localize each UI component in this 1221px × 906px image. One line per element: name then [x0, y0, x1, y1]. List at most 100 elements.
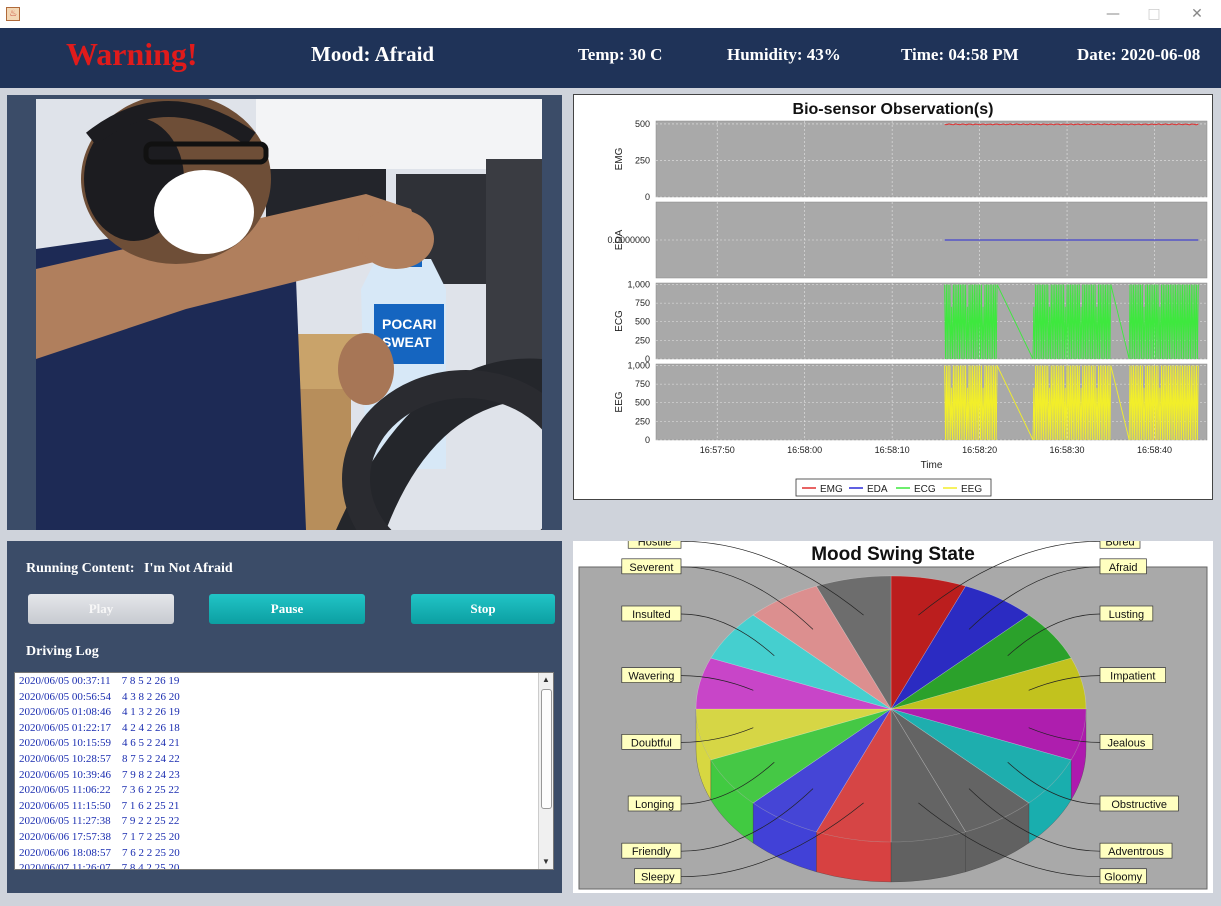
log-row[interactable]: 2020/06/05 11:27:38 7 9 2 2 25 22	[19, 815, 180, 828]
pie-leader-line	[918, 802, 1101, 878]
y-tick-label: 0	[645, 435, 650, 445]
pie-label-box	[1099, 842, 1173, 859]
pie-title: Mood Swing State	[811, 544, 975, 565]
y-tick-label: 0	[645, 354, 650, 364]
bottle-text-2: SWEAT	[382, 334, 432, 350]
pie-label-friendly: Friendly	[632, 846, 672, 858]
pie-leader-line	[918, 540, 1101, 616]
scroll-up-icon[interactable]: ▲	[542, 675, 550, 684]
y-tick-label: 500	[635, 119, 650, 129]
pie-slice-doubtful	[695, 708, 892, 761]
stop-button[interactable]: Stop	[411, 594, 555, 624]
legend-box	[795, 478, 992, 497]
y-axis-label-ecg: ECG	[614, 310, 625, 332]
date-text: Date: 2020-06-08	[1077, 45, 1201, 64]
pie-slice-hostile	[815, 575, 892, 711]
y-tick-label: 0.0000000	[607, 235, 650, 245]
y-tick-label: 0	[645, 192, 650, 202]
play-button[interactable]: Play	[28, 594, 174, 624]
log-row[interactable]: 2020/06/05 10:28:57 8 7 5 2 24 22	[19, 752, 180, 765]
y-tick-label: 250	[635, 416, 650, 426]
pie-label-box	[621, 558, 682, 575]
pie-label-box	[1099, 868, 1147, 885]
driving-log-list[interactable]: 2020/06/05 00:37:11 7 8 5 2 26 19 2020/06…	[14, 672, 554, 870]
legend-label-eeg: EEG	[961, 484, 982, 495]
pie-slice-insulted	[710, 614, 892, 710]
log-row[interactable]: 2020/06/05 01:08:46 4 1 3 2 26 19	[19, 706, 180, 719]
y-tick-label: 1,000	[627, 360, 650, 370]
pie-sides	[695, 708, 1087, 883]
subplot-eeg-area	[655, 363, 1208, 441]
close-button[interactable]: ✕	[1191, 6, 1203, 22]
pie-label-box	[1099, 667, 1166, 683]
y-axis-label-eda: EDA	[614, 229, 625, 250]
log-row[interactable]: 2020/06/07 11:26:07 7 8 4 2 25 20	[19, 862, 180, 870]
pie-label-sleepy: Sleepy	[641, 872, 675, 884]
pie-label-obstructive: Obstructive	[1111, 799, 1167, 811]
y-axis-label-eeg: EEG	[614, 391, 625, 412]
log-row[interactable]: 2020/06/05 10:39:46 7 9 8 2 24 23	[19, 768, 180, 781]
pie-leader-line	[680, 613, 775, 657]
pie-label-box	[621, 605, 682, 622]
mood-chart-panel: Mood Swing State Bored Afraid Lusting Impati…	[573, 532, 1213, 893]
pie-label-box	[621, 667, 682, 683]
mood-pie-chart: Mood Swing State Bored Afraid Lusting Impati…	[578, 532, 1208, 890]
y-tick-label: 750	[635, 379, 650, 389]
pie-label-impatient: Impatient	[1110, 671, 1155, 683]
pie-leader-line	[968, 566, 1101, 630]
minimize-button[interactable]: —	[1106, 6, 1120, 22]
x-tick-label: 16:58:40	[1137, 445, 1172, 455]
log-row[interactable]: 2020/06/06 17:57:38 7 1 7 2 25 20	[19, 830, 180, 843]
bottle-text-1: POCARI	[382, 316, 436, 332]
pie-leader-line	[968, 788, 1101, 852]
warning-text: Warning!	[66, 36, 198, 72]
log-row[interactable]: 2020/06/05 00:56:54 4 3 8 2 26 20	[19, 690, 180, 703]
maximize-button[interactable]: □	[1147, 6, 1161, 22]
pause-button[interactable]: Pause	[209, 594, 365, 624]
pie-top	[695, 575, 1087, 843]
humidity-text: Humidity: 43%	[727, 45, 841, 64]
webcam-feed: POCARI SWEAT	[36, 99, 542, 530]
java-app-icon: ♨	[6, 7, 20, 21]
pie-slice-adventrous	[890, 708, 1030, 833]
pie-leader-line	[680, 788, 814, 852]
y-tick-label: 250	[635, 335, 650, 345]
pie-leader-line	[680, 675, 754, 691]
time-text: Time: 04:58 PM	[901, 45, 1019, 64]
running-content-value: I'm Not Afraid	[144, 561, 233, 576]
log-row[interactable]: 2020/06/06 18:08:57 7 6 2 2 25 20	[19, 846, 180, 859]
log-rows: 2020/06/05 00:37:11 7 8 5 2 26 19 2020/06…	[15, 673, 553, 870]
log-scrollbar[interactable]: ▲ ▼	[538, 673, 553, 869]
pie-label-box	[621, 842, 682, 859]
pie-label-severent: Severent	[629, 562, 673, 574]
log-row[interactable]: 2020/06/05 11:06:22 7 3 6 2 25 22	[19, 784, 180, 797]
pie-leader-line	[1007, 761, 1101, 805]
pie-label-hostile: Hostile	[638, 541, 672, 548]
log-row[interactable]: 2020/06/05 11:15:50 7 1 6 2 25 21	[19, 799, 180, 812]
log-row[interactable]: 2020/06/05 00:37:11 7 8 5 2 26 19	[19, 675, 180, 687]
pie-slice-wavering	[695, 657, 892, 710]
x-axis-label: Time	[921, 460, 943, 471]
series-emg-line	[944, 123, 1199, 126]
pie-leader-line	[1028, 727, 1101, 743]
pie-leader-line	[680, 540, 864, 616]
legend-label-emg: EMG	[820, 484, 843, 495]
pie-label-box	[634, 868, 682, 885]
biosensor-title: Bio-sensor Observation(s)	[793, 101, 994, 118]
pie-leader-line	[680, 566, 814, 630]
log-row[interactable]: 2020/06/05 01:22:17 4 2 4 2 26 18	[19, 721, 180, 734]
pie-label-box	[1099, 734, 1154, 750]
pie-label-box	[1099, 795, 1179, 812]
scroll-down-icon[interactable]: ▼	[542, 857, 550, 866]
window-titlebar: ♨ — □ ✕	[0, 0, 1221, 29]
pie-label-afraid: Afraid	[1109, 562, 1138, 574]
pie-slice-afraid	[890, 585, 1030, 710]
log-row[interactable]: 2020/06/05 10:15:59 4 6 5 2 24 21	[19, 737, 180, 750]
y-tick-label: 750	[635, 298, 650, 308]
scroll-thumb[interactable]	[541, 689, 552, 809]
x-tick-label: 16:58:30	[1050, 445, 1085, 455]
y-axis-label-emg: EMG	[614, 147, 625, 170]
subplot-ecg-area	[655, 282, 1208, 360]
subplot-emg-area	[655, 120, 1208, 198]
pie-slice-impatient	[890, 657, 1087, 710]
